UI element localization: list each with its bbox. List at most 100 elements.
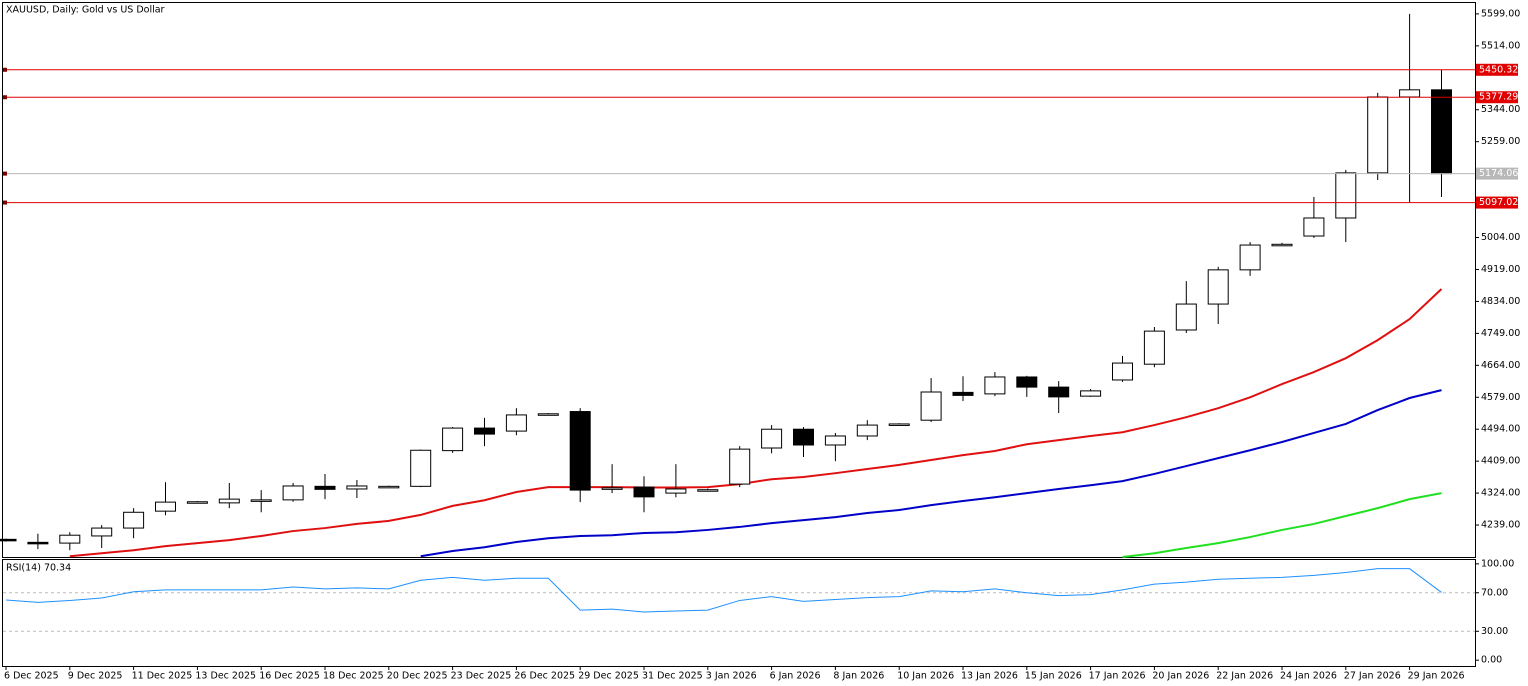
candle-body (1016, 376, 1038, 388)
candle-body (1239, 244, 1261, 271)
x-tick-label: 20 Jan 2026 (1152, 671, 1209, 682)
level-anchor (3, 95, 7, 100)
rsi-line (5, 568, 1442, 613)
y-tick-label: 5514.00 (1481, 40, 1520, 51)
candle-body (346, 485, 368, 490)
x-tick-label: 10 Jan 2026 (897, 671, 954, 682)
x-tick-label: 16 Dec 2025 (259, 671, 320, 682)
y-tick-label: 4409.00 (1481, 456, 1520, 467)
x-tick-label: 31 Dec 2025 (642, 671, 703, 682)
y-tick-label: 4664.00 (1481, 360, 1520, 371)
candle-body (505, 414, 527, 432)
level-anchor (3, 171, 7, 176)
y-tick-label: 5259.00 (1481, 136, 1520, 147)
x-tick-label: 17 Jan 2026 (1089, 671, 1146, 682)
candle-body (1175, 303, 1197, 331)
x-tick-label: 13 Dec 2025 (195, 671, 256, 682)
x-tick-label: 8 Jan 2026 (833, 671, 884, 682)
y-tick-label: 4834.00 (1481, 296, 1520, 307)
y-tick-label: 100.00 (1481, 558, 1514, 569)
candle-body (378, 485, 400, 489)
x-tick-label: 9 Dec 2025 (68, 671, 123, 682)
candle-body (27, 541, 49, 545)
candle-body (1431, 89, 1452, 175)
level-label: 5377.29 (1479, 92, 1518, 103)
candle-body (186, 501, 208, 504)
x-tick-label: 24 Jan 2026 (1280, 671, 1337, 682)
x-tick-label: 26 Dec 2025 (514, 671, 575, 682)
candle-body (282, 485, 304, 501)
x-tick-label: 22 Jan 2026 (1216, 671, 1273, 682)
candle-body (856, 424, 878, 437)
candle-body (537, 413, 559, 416)
x-tick-label: 6 Dec 2025 (4, 671, 59, 682)
candle-body (1271, 243, 1293, 247)
y-tick-label: 5344.00 (1481, 104, 1520, 115)
y-tick-label: 4579.00 (1481, 392, 1520, 403)
candle-body (569, 411, 591, 491)
candle-body (888, 423, 910, 426)
candle-body (155, 501, 176, 512)
candle-body (91, 527, 113, 537)
x-tick-label: 18 Dec 2025 (323, 671, 384, 682)
y-tick-label: 70.00 (1481, 587, 1508, 598)
x-tick-label: 15 Jan 2026 (1025, 671, 1082, 682)
x-tick-label: 13 Jan 2026 (961, 671, 1018, 682)
candle-body (633, 486, 655, 498)
candle-body (1048, 386, 1070, 398)
candle-body (123, 511, 145, 529)
rsi-frame (2, 559, 1476, 667)
y-tick-label: 5004.00 (1481, 232, 1520, 243)
x-tick-label: 29 Jan 2026 (1408, 671, 1465, 682)
moving-average (420, 389, 1442, 558)
candle-body (442, 427, 464, 452)
candle-body (0, 538, 17, 542)
x-tick-label: 6 Jan 2026 (770, 671, 821, 682)
y-tick-label: 30.00 (1481, 626, 1508, 637)
level-label-bg (1476, 91, 1518, 104)
main-frame (2, 2, 1476, 558)
x-tick-label: 29 Dec 2025 (578, 671, 639, 682)
candle-body (1112, 362, 1133, 381)
candle-body (59, 534, 81, 544)
candle-body (1335, 172, 1357, 219)
x-tick-label: 3 Jan 2026 (706, 671, 757, 682)
x-tick-label: 23 Dec 2025 (451, 671, 512, 682)
candle-body (1367, 96, 1389, 174)
candle-body (793, 428, 814, 446)
level-label-bg (1476, 63, 1518, 76)
candle-body (1207, 269, 1229, 305)
y-tick-label: 4324.00 (1481, 488, 1520, 499)
candle-body (697, 489, 719, 492)
x-tick-label: 27 Jan 2026 (1344, 671, 1401, 682)
y-tick-label: 4239.00 (1481, 520, 1520, 531)
level-label-bg (1476, 196, 1518, 209)
level-label-bg (1476, 167, 1518, 180)
candle-body (729, 448, 751, 485)
candle-body (665, 488, 687, 494)
level-anchor (3, 67, 7, 72)
level-label: 5450.32 (1479, 64, 1518, 75)
candle-body (314, 485, 336, 490)
y-tick-label: 4749.00 (1481, 328, 1520, 339)
candle-body (952, 391, 974, 396)
level-label: 5097.02 (1479, 197, 1518, 208)
candle-body (410, 449, 432, 487)
candle-body (1143, 330, 1165, 365)
candle-body (920, 391, 942, 421)
x-tick-label: 11 Dec 2025 (132, 671, 193, 682)
candle-body (218, 498, 240, 504)
candle-body (824, 435, 846, 446)
candle-body (1303, 217, 1325, 237)
y-tick-label: 0.00 (1481, 655, 1502, 666)
moving-average (1122, 492, 1442, 558)
level-label: 5174.06 (1479, 168, 1518, 179)
y-tick-label: 5599.00 (1481, 8, 1520, 19)
candle-body (474, 427, 495, 435)
x-tick-label: 20 Dec 2025 (387, 671, 448, 682)
chart-title: XAUUSD, Daily: Gold vs US Dollar (6, 5, 165, 16)
rsi-title: RSI(14) 70.34 (6, 563, 71, 574)
candle-body (1399, 89, 1421, 98)
candle-body (761, 428, 783, 449)
